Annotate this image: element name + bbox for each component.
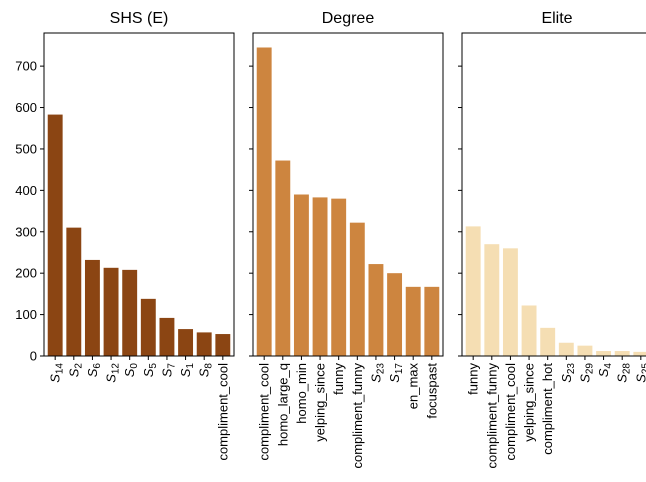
plot-frame: [252, 32, 444, 357]
y-tick-label: 0: [30, 349, 37, 364]
x-tick-label: S12: [104, 363, 122, 383]
x-tick-label: compliment_cool: [257, 363, 272, 461]
bar: [484, 244, 500, 356]
x-tick-label: S29: [577, 363, 595, 383]
bar: [103, 267, 119, 356]
bar: [256, 47, 272, 357]
x-tick-label: compliment_funny: [350, 363, 365, 469]
x-tick-label: S14: [48, 363, 66, 383]
bar: [275, 160, 291, 356]
bar: [424, 286, 440, 356]
y-tick-label: 100: [15, 307, 37, 322]
panel-3: funny compliment_funny compliment_cool yelp…: [458, 10, 646, 469]
x-tick-label: S6: [85, 363, 103, 378]
bar: [196, 332, 212, 356]
chart-title: SHS (E): [110, 10, 169, 27]
x-tick-label: homo_min: [294, 363, 309, 424]
bar: [633, 351, 646, 356]
x-tick-label: compliment_cool: [503, 363, 518, 461]
bar: [465, 226, 481, 356]
panel-2: compliment_cool homo_large_q homo_min yelpi…: [249, 10, 444, 469]
y-tick-label: 600: [15, 100, 37, 115]
bar: [178, 329, 194, 356]
bar: [577, 345, 593, 356]
bar: [405, 286, 421, 356]
x-tick-label: S7: [159, 363, 177, 378]
x-tick-label: yelping_since: [313, 363, 328, 442]
bar: [596, 351, 612, 356]
chart-title: Degree: [322, 10, 375, 27]
bar: [293, 194, 309, 356]
bar: [387, 273, 403, 356]
bar: [502, 248, 518, 356]
chart-title: Elite: [541, 10, 572, 27]
bar: [349, 222, 365, 356]
x-tick-label: compliment_funny: [484, 363, 499, 469]
bar: [614, 351, 630, 356]
bar: [312, 197, 328, 356]
x-tick-label: S8: [197, 363, 215, 378]
bar: [331, 198, 347, 356]
x-tick-label: en_max: [406, 363, 421, 410]
x-tick-label: compliment_hot: [540, 363, 555, 455]
x-tick-label: S2: [66, 363, 84, 378]
x-tick-label: S28: [615, 363, 633, 383]
bar: [66, 227, 82, 356]
bar: [521, 305, 537, 356]
y-tick-label: 400: [15, 183, 37, 198]
x-tick-label: S1: [178, 363, 196, 378]
y-tick-label: 200: [15, 266, 37, 281]
x-tick-label: compliment_cool: [215, 363, 230, 461]
y-tick-label: 300: [15, 224, 37, 239]
bar: [215, 334, 231, 356]
bar: [368, 264, 384, 356]
x-tick-label: S23: [559, 363, 577, 383]
x-tick-label: S25: [633, 363, 646, 383]
bar: [558, 342, 574, 356]
y-tick-label: 500: [15, 141, 37, 156]
bar: [84, 259, 100, 356]
x-tick-label: focuspast: [424, 363, 439, 419]
y-tick-label: 700: [15, 59, 37, 74]
x-tick-label: yelping_since: [522, 363, 537, 442]
x-tick-label: funny: [331, 363, 346, 395]
x-tick-label: homo_large_q: [275, 363, 290, 446]
x-tick-label: S23: [368, 363, 386, 383]
plot-frame: [43, 32, 235, 357]
x-tick-label: S17: [387, 363, 405, 383]
x-tick-label: S4: [596, 363, 614, 378]
x-tick-label: S0: [122, 363, 140, 378]
x-tick-label: funny: [466, 363, 481, 395]
bar: [540, 327, 556, 356]
bar: [140, 298, 156, 356]
bar: [47, 114, 63, 356]
bar: [122, 269, 138, 356]
x-tick-label: S5: [141, 363, 159, 378]
bar: [159, 317, 175, 356]
plot-frame: [461, 32, 646, 357]
